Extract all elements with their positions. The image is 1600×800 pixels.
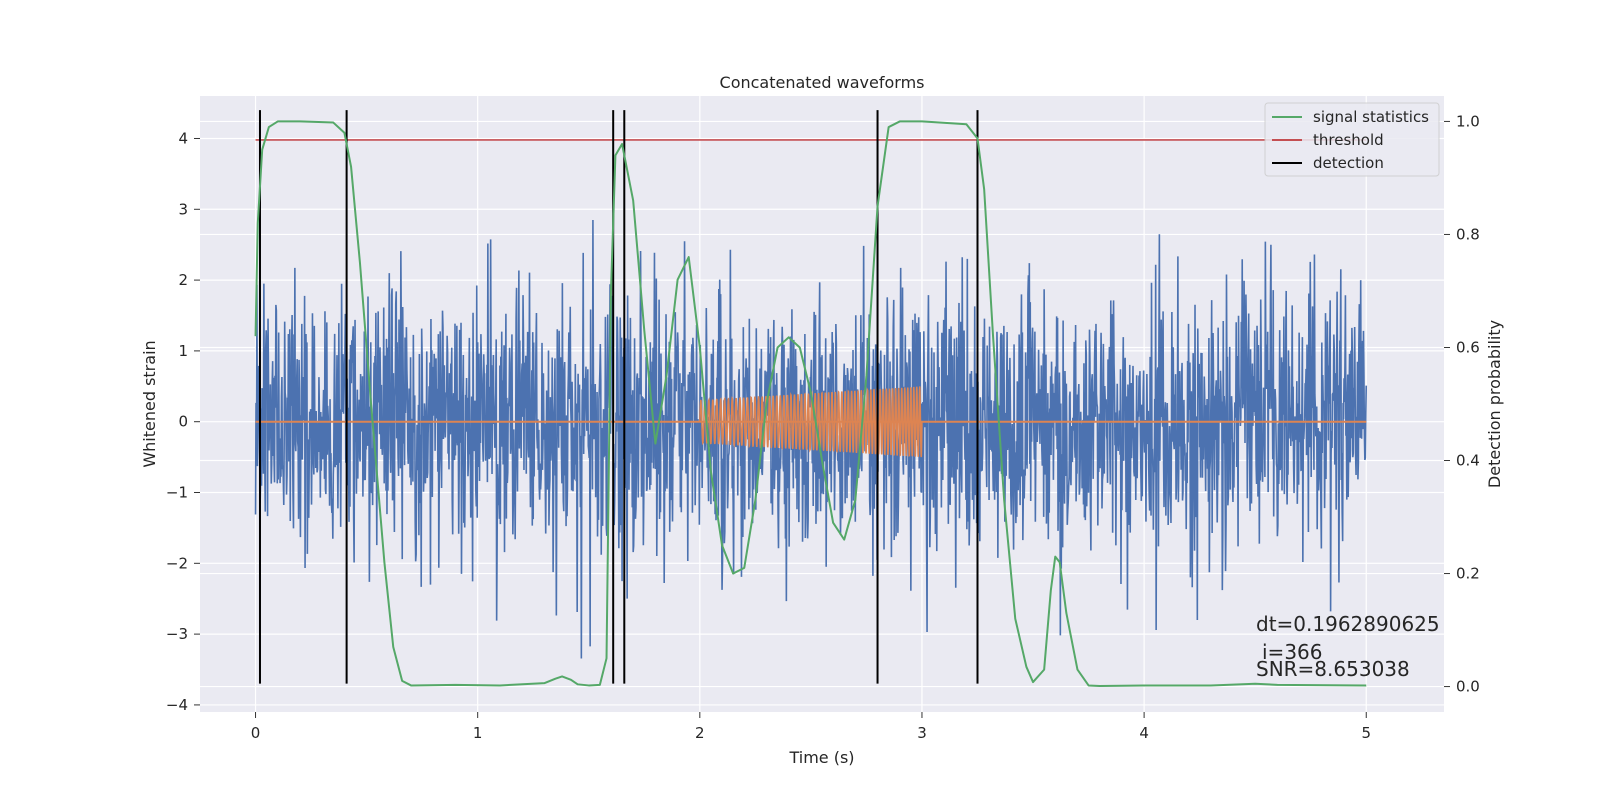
y-axis-label: Whitened strain — [140, 340, 159, 467]
y-right-tick-label: 0.0 — [1456, 678, 1480, 696]
legend-box — [1264, 102, 1440, 177]
strain-line — [254, 220, 1368, 659]
x-tick-label: 4 — [1139, 724, 1149, 742]
y-right-tick-label: 0.2 — [1456, 565, 1480, 583]
axis-ticks: 0 1 2 3 4 5 −4 −3 −2 −1 0 1 2 3 4 0.0 0.2 0.4 0.6 0.8 1.0 — [166, 112, 1480, 742]
x-tick-label: 5 — [1361, 724, 1371, 742]
waveform-chirp — [699, 386, 923, 458]
chart-title: Concatenated waveforms — [720, 73, 925, 92]
y-tick-label: 1 — [178, 342, 188, 360]
y-axis-right-label: Detection probability — [1485, 320, 1504, 488]
y-tick-label: −1 — [166, 484, 188, 502]
y-tick-label: −2 — [166, 554, 188, 572]
x-axis-label: Time (s) — [788, 748, 854, 767]
annotation-dt: dt=0.1962890625 — [1256, 612, 1440, 636]
y-tick-label: 4 — [178, 129, 188, 147]
legend-label-detection: detection — [1313, 154, 1384, 172]
legend-label-threshold: threshold — [1313, 131, 1384, 149]
y-right-tick-label: 0.6 — [1456, 338, 1480, 356]
x-tick-label: 1 — [473, 724, 483, 742]
y-right-tick-label: 1.0 — [1456, 112, 1480, 130]
annotation-snr: SNR=8.653038 — [1256, 657, 1410, 681]
y-tick-label: 3 — [178, 200, 188, 218]
y-tick-label: 0 — [178, 413, 188, 431]
x-tick-label: 3 — [917, 724, 927, 742]
legend-label-signal-statistics: signal statistics — [1313, 108, 1429, 126]
legend: signal statistics threshold detection — [1264, 102, 1440, 177]
y-tick-label: −4 — [166, 696, 188, 714]
annotation-index: i=366 — [1262, 640, 1323, 664]
x-tick-label: 0 — [251, 724, 261, 742]
x-tick-label: 2 — [695, 724, 705, 742]
y-tick-label: −3 — [166, 625, 188, 643]
signal-statistics-line — [254, 120, 1367, 687]
signal-statistics-series — [254, 120, 1367, 687]
y-tick-label: 2 — [178, 271, 188, 289]
y-right-tick-label: 0.4 — [1456, 452, 1480, 470]
strain-series — [254, 220, 1368, 659]
waveform-series — [255, 386, 1367, 458]
y-right-tick-label: 0.8 — [1456, 225, 1480, 243]
